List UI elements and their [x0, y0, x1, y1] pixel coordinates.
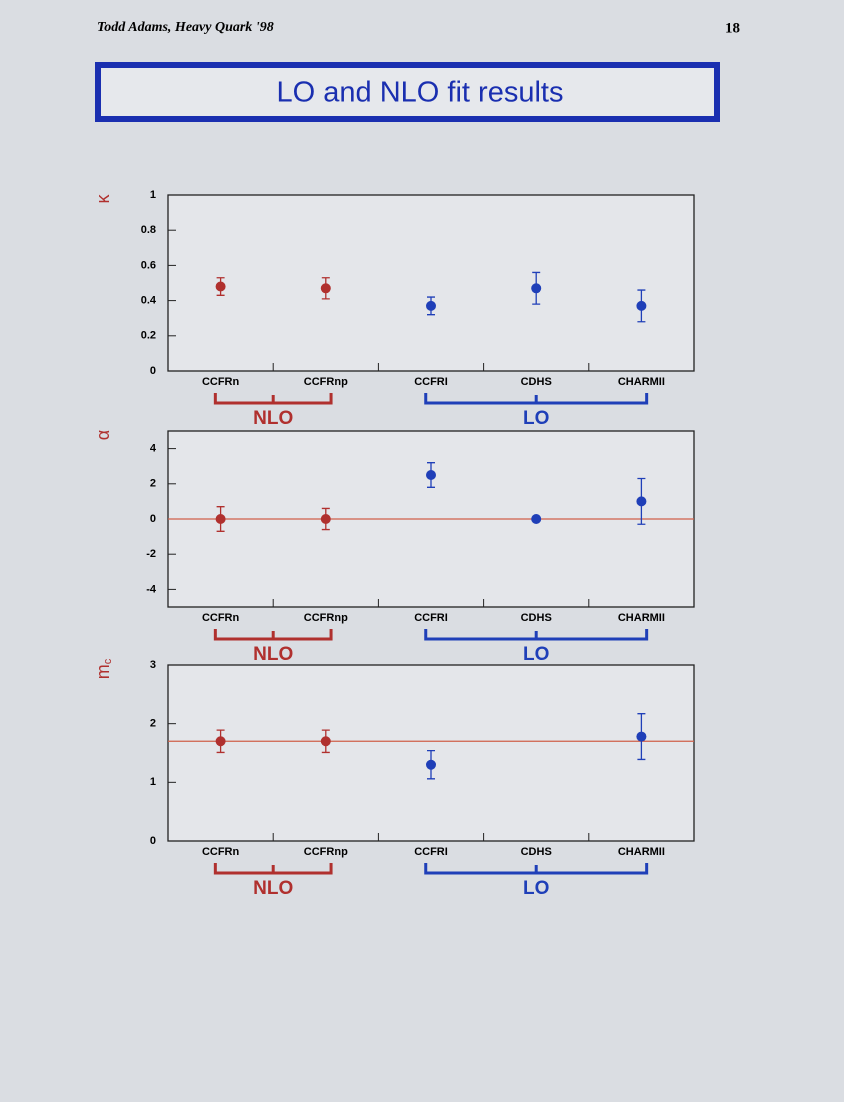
y-tick-label: -2 — [146, 548, 156, 560]
data-point — [320, 283, 331, 294]
title: LO and NLO fit results — [277, 77, 564, 109]
y-tick-label: 2 — [150, 718, 156, 730]
group-label: NLO — [253, 408, 293, 429]
y-axis-label: κ — [93, 194, 113, 204]
data-point — [426, 470, 436, 480]
x-tick-label: CCFRI — [414, 376, 448, 388]
group-label: LO — [523, 644, 549, 665]
group-bracket — [213, 393, 333, 405]
data-point — [426, 300, 436, 311]
plot-frame — [167, 194, 695, 372]
data-point — [426, 759, 436, 770]
author: Todd Adams, Heavy Quark '98 — [97, 20, 274, 35]
group-bracket — [213, 863, 333, 875]
group-bracket — [424, 393, 649, 405]
y-label-main: α — [93, 430, 113, 440]
data-point — [320, 736, 331, 747]
data-point — [320, 514, 331, 524]
x-tick-label: CCFRn — [202, 846, 240, 858]
x-tick-label: CCFRnp — [304, 846, 348, 858]
data-point — [636, 731, 647, 742]
x-tick-label: CCFRI — [414, 612, 448, 624]
data-point — [215, 281, 226, 292]
y-label-main: m — [93, 664, 113, 679]
y-tick-label: 0.2 — [141, 330, 156, 342]
y-tick-label: 0.8 — [141, 224, 156, 236]
group-bracket — [424, 629, 649, 641]
y-label-main: κ — [93, 194, 113, 204]
data-point — [531, 283, 542, 294]
group-bracket — [424, 863, 649, 875]
y-tick-label: 0 — [150, 835, 156, 847]
group-label: LO — [523, 878, 549, 899]
x-tick-label: CCFRnp — [304, 612, 348, 624]
title-box — [95, 62, 720, 122]
y-tick-label: 0.4 — [141, 295, 157, 307]
group-label: NLO — [253, 644, 293, 665]
y-axis-label: α — [93, 430, 113, 440]
x-tick-label: CCFRn — [202, 376, 240, 388]
group-label: NLO — [253, 878, 293, 899]
data-point — [531, 514, 542, 524]
x-tick-label: CDHS — [521, 846, 552, 858]
x-tick-label: CCFRnp — [304, 376, 348, 388]
x-tick-label: CCFRn — [202, 612, 240, 624]
x-tick-label: CDHS — [521, 376, 552, 388]
y-tick-label: 4 — [150, 443, 157, 455]
x-tick-label: CCFRI — [414, 846, 448, 858]
y-label-sub: c — [102, 658, 114, 664]
y-tick-label: 0 — [150, 365, 156, 377]
y-axis-label: mc — [93, 658, 114, 679]
group-label: LO — [523, 408, 549, 429]
y-tick-label: 3 — [150, 659, 156, 671]
x-tick-label: CHARMII — [618, 376, 665, 388]
y-tick-label: 1 — [150, 776, 156, 788]
page-number: 18 — [725, 20, 740, 36]
group-bracket — [213, 629, 333, 641]
data-point — [215, 736, 226, 747]
y-tick-label: 0.6 — [141, 259, 156, 271]
y-tick-label: -4 — [146, 583, 157, 595]
y-tick-label: 1 — [150, 189, 156, 201]
data-point — [215, 514, 226, 524]
x-tick-label: CHARMII — [618, 612, 665, 624]
data-point — [636, 300, 647, 311]
y-tick-label: 2 — [150, 478, 156, 490]
y-tick-label: 0 — [150, 513, 156, 525]
x-tick-label: CHARMII — [618, 846, 665, 858]
x-tick-label: CDHS — [521, 612, 552, 624]
data-point — [636, 496, 647, 507]
